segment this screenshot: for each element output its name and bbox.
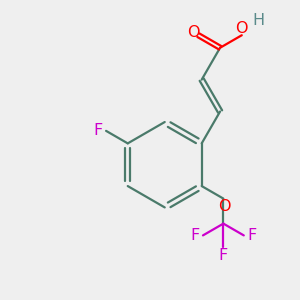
Text: H: H bbox=[253, 13, 265, 28]
Text: O: O bbox=[236, 21, 248, 36]
Text: F: F bbox=[219, 248, 228, 263]
Text: F: F bbox=[190, 228, 200, 243]
Text: O: O bbox=[219, 199, 231, 214]
Text: F: F bbox=[248, 228, 256, 243]
Text: F: F bbox=[93, 123, 103, 138]
Text: O: O bbox=[187, 26, 200, 40]
